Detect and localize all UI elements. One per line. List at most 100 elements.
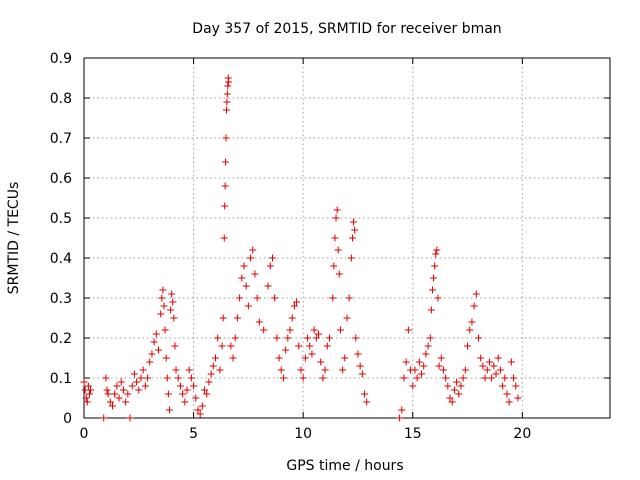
data-point [430,274,438,282]
data-point [128,382,136,390]
data-point [165,406,173,414]
data-point [496,366,504,374]
data-point [242,282,250,290]
data-point [192,394,200,402]
data-point [80,378,88,386]
data-point [222,134,230,142]
data-point [133,378,141,386]
data-point [170,314,178,322]
data-point [83,398,91,406]
data-point [219,314,227,322]
x-tick-labels: 0 5 10 15 20 [80,426,532,442]
data-point [288,314,296,322]
data-point [404,326,412,334]
data-point [150,338,158,346]
data-point [411,366,419,374]
data-point [304,334,312,342]
data-point [179,390,187,398]
data-point [158,294,166,302]
data-point [290,302,298,310]
data-point [176,382,184,390]
y-tick-label: 0.2 [50,331,72,347]
data-point [398,406,406,414]
data-point [126,414,134,422]
data-point [266,262,274,270]
data-point [297,366,305,374]
data-point [448,398,456,406]
data-point [477,354,485,362]
data-point [87,386,95,394]
data-point [222,158,230,166]
data-point [481,374,489,382]
data-point [148,350,156,358]
data-points [80,74,522,422]
data-point [271,294,279,302]
data-point [415,358,423,366]
data-point [146,358,154,366]
data-point [111,390,119,398]
data-point [336,326,344,334]
y-tick-label: 0.6 [50,171,72,187]
data-point [434,294,442,302]
data-point [231,334,239,342]
data-point [354,350,362,358]
data-point [339,366,347,374]
data-point [431,262,439,270]
data-point [315,330,323,338]
data-point [223,90,231,98]
data-point [483,366,491,374]
y-tick-label: 0.8 [50,91,72,107]
y-tick-label: 0.1 [50,371,72,387]
data-point [459,374,467,382]
data-point [130,370,138,378]
data-point [244,302,252,310]
data-point [194,406,202,414]
data-point [334,246,342,254]
data-point [167,306,175,314]
data-point [172,366,180,374]
data-point [100,414,108,422]
data-point [356,362,364,370]
data-point [201,386,209,394]
data-point [335,270,343,278]
data-point [505,398,513,406]
data-point [510,374,518,382]
data-point [432,250,440,258]
data-point [122,398,130,406]
data-point [501,374,509,382]
data-point [225,78,233,86]
data-point [361,390,369,398]
data-point [255,318,263,326]
data-point [348,234,356,242]
y-tick-label: 0.4 [50,251,72,267]
data-point [240,262,248,270]
data-point [427,306,435,314]
plot-frame [83,57,611,419]
data-point [203,390,211,398]
y-tick-label: 0.3 [50,291,72,307]
data-point [358,370,366,378]
data-point [293,298,301,306]
data-point [102,374,110,382]
data-point [420,362,428,370]
data-point [488,374,496,382]
data-point [428,286,436,294]
data-point [273,334,281,342]
data-point [424,342,432,350]
data-point [139,366,147,374]
grid [84,58,610,418]
data-point [461,366,469,374]
data-point [247,254,255,262]
data-point [216,366,224,374]
data-point [229,354,237,362]
data-point [284,334,292,342]
data-point [295,342,303,350]
data-point [152,330,160,338]
data-point [464,342,472,350]
data-point [466,326,474,334]
data-point [345,294,353,302]
data-point [426,334,434,342]
data-point [409,382,417,390]
data-point [333,206,341,214]
